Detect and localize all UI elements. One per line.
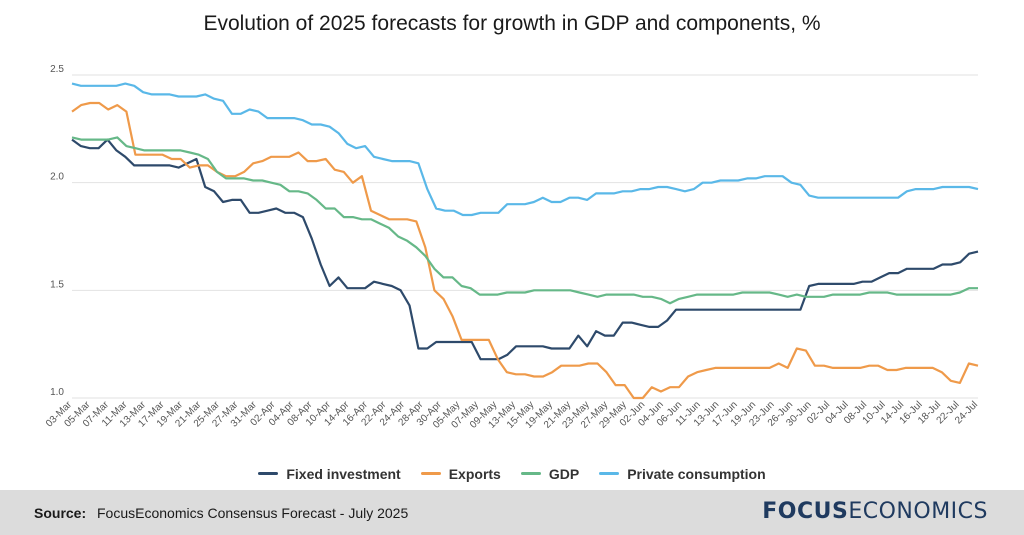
series-line-exports: [71, 101, 979, 400]
source-text: FocusEconomics Consensus Forecast - July…: [97, 505, 409, 521]
series-line-private-consumption: [71, 82, 979, 217]
series-line-fixed-investment: [71, 138, 979, 361]
legend-swatch: [258, 472, 279, 475]
footer-bar: Source: FocusEconomics Consensus Forecas…: [0, 490, 1024, 535]
legend-swatch: [520, 472, 541, 475]
legend-item: Private consumption: [599, 465, 766, 482]
legend-item: Fixed investment: [258, 465, 401, 482]
y-tick-label: 1.0: [50, 387, 64, 398]
legend-label: Fixed investment: [286, 465, 401, 482]
line-chart: 2.5 2.0 1.5 1.0 03-Mar05-Mar07-Mar11-Mar13-…: [44, 64, 980, 431]
chart-title: Evolution of 2025 forecasts for growth i…: [203, 12, 821, 35]
logo-focus: FOCUS: [762, 499, 849, 524]
legend: Fixed investment Exports GDP Private consum…: [0, 462, 1024, 482]
legend-label: GDP: [548, 465, 580, 482]
logo-economics: ECONOMICS: [848, 499, 988, 524]
series-lines: [71, 82, 979, 400]
gridlines: [72, 74, 978, 399]
legend-label: Exports: [448, 465, 501, 482]
legend-item: Exports: [420, 465, 501, 482]
focuseconomics-logo: FOCUSECONOMICS: [762, 499, 988, 524]
legend-label: Private consumption: [627, 465, 766, 482]
y-tick-label: 2.5: [50, 64, 64, 75]
legend-swatch: [420, 472, 441, 475]
legend-item: GDP: [520, 465, 580, 482]
legend-swatch: [599, 472, 620, 475]
y-tick-label: 2.0: [50, 172, 64, 183]
source-label: Source:: [34, 505, 87, 521]
series-line-gdp: [71, 136, 978, 305]
y-axis-tick-labels: 2.5 2.0 1.5 1.0: [50, 64, 64, 398]
x-axis-tick-labels: 03-Mar05-Mar07-Mar11-Mar13-Mar17-Mar19-M…: [44, 399, 980, 431]
y-tick-label: 1.5: [50, 279, 64, 290]
